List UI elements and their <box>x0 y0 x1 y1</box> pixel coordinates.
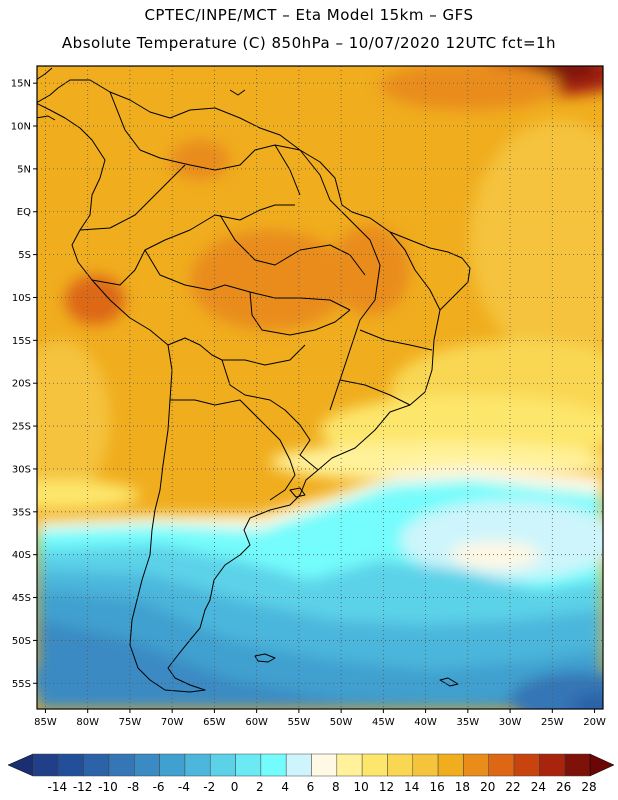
lon-tick-label: 55W <box>288 717 311 728</box>
lat-tick-label: 5S <box>18 250 31 261</box>
lat-tick-label: 20S <box>12 379 31 390</box>
colorbar-swatch <box>488 753 515 777</box>
colorbar-label: -4 <box>178 780 190 794</box>
lat-tick-label: 40S <box>12 550 31 561</box>
colorbar-label: -6 <box>153 780 165 794</box>
colorbar-swatch <box>235 753 262 777</box>
colorbar-swatch <box>32 753 59 777</box>
lon-tick-label: 40W <box>414 717 437 728</box>
lat-tick-label: 30S <box>12 464 31 475</box>
colorbar-label: -8 <box>127 780 139 794</box>
colorbar-swatch <box>564 753 591 777</box>
colorbar-label: 8 <box>332 780 340 794</box>
colorbar-swatch <box>361 753 388 777</box>
colorbar-swatch <box>58 753 84 777</box>
colorbar-swatch <box>437 753 464 777</box>
lon-tick-label: 30W <box>499 717 522 728</box>
colorbar-swatch <box>260 753 287 777</box>
lon-tick-label: 50W <box>330 717 353 728</box>
lat-tick-label: 25S <box>12 422 31 433</box>
colorbar-swatch <box>159 753 186 777</box>
lon-tick-label: 45W <box>372 717 395 728</box>
colorbar-swatch <box>285 753 312 777</box>
lat-tick-label: EQ <box>17 207 31 218</box>
colorbar-label: 4 <box>281 780 289 794</box>
colorbar-swatch <box>209 753 236 777</box>
colorbar-label: 22 <box>505 780 520 794</box>
lat-tick-label: 50S <box>12 636 31 647</box>
colorbar-label: 12 <box>379 780 394 794</box>
colorbar-label: -10 <box>98 780 118 794</box>
colorbar-min-arrow <box>7 753 34 777</box>
map-title-line1: CPTEC/INPE/MCT – Eta Model 15km – GFS <box>144 6 474 24</box>
lon-tick-label: 25W <box>541 717 564 728</box>
lat-tick-label: 10N <box>11 122 31 133</box>
lat-tick-label: 15N <box>11 79 31 90</box>
lat-tick-label: 35S <box>12 507 31 518</box>
colorbar-swatch <box>539 753 565 777</box>
map-frame <box>36 65 604 710</box>
colorbar-swatch <box>311 753 338 777</box>
lat-tick-label: 45S <box>12 593 31 604</box>
lon-tick-label: 60W <box>245 717 268 728</box>
colorbar-swatch <box>513 753 540 777</box>
colorbar-label: 16 <box>429 780 444 794</box>
lon-tick-label: 65W <box>203 717 226 728</box>
lat-tick-label: 10S <box>12 293 31 304</box>
colorbar-label: 20 <box>480 780 495 794</box>
colorbar-label: -12 <box>73 780 93 794</box>
temperature-field <box>37 66 603 709</box>
colorbar-label: -14 <box>48 780 68 794</box>
colorbar-label: 6 <box>307 780 315 794</box>
lon-tick-label: 85W <box>34 717 57 728</box>
colorbar: -14 -12 -10 -8 -6 -4 -2 0 2 4 6 8 10 12 14 16 18 20 22 24 26… <box>7 753 615 794</box>
lon-tick-label: 75W <box>119 717 142 728</box>
lon-tick-label: 80W <box>76 717 99 728</box>
map-title-line2: Absolute Temperature (C) 850hPa – 10/07/… <box>61 34 557 52</box>
lon-tick-label: 35W <box>457 717 480 728</box>
lat-tick-label: 5N <box>17 164 31 175</box>
colorbar-label: 24 <box>531 780 546 794</box>
colorbar-label: 0 <box>231 780 239 794</box>
lat-tick-label: 55S <box>12 679 31 690</box>
colorbar-label: 2 <box>256 780 264 794</box>
colorbar-label: 18 <box>455 780 470 794</box>
colorbar-swatch <box>463 753 489 777</box>
colorbar-swatch <box>134 753 160 777</box>
lat-tick-label: 15S <box>12 336 31 347</box>
colorbar-swatch <box>108 753 135 777</box>
lon-tick-label: 20W <box>583 717 606 728</box>
colorbar-swatch <box>412 753 439 777</box>
colorbar-label: 28 <box>581 780 596 794</box>
colorbar-swatch <box>387 753 414 777</box>
colorbar-swatch <box>184 753 211 777</box>
colorbar-swatch <box>83 753 110 777</box>
lon-tick-label: 70W <box>161 717 184 728</box>
colorbar-max-arrow <box>589 753 615 777</box>
colorbar-label: 10 <box>353 780 368 794</box>
colorbar-label: 14 <box>404 780 419 794</box>
colorbar-label: 26 <box>556 780 571 794</box>
longitude-axis: 85W 80W 75W 70W 65W 60W 55W 50W 45W 40W 35W 30W 25W 2… <box>34 709 606 728</box>
latitude-axis: 15N 10N 5N EQ 5S 10S 15S 20S 25S 30S 35S 40S 45S 50S 5… <box>11 79 37 690</box>
colorbar-label: -2 <box>203 780 215 794</box>
colorbar-swatch <box>336 753 363 777</box>
